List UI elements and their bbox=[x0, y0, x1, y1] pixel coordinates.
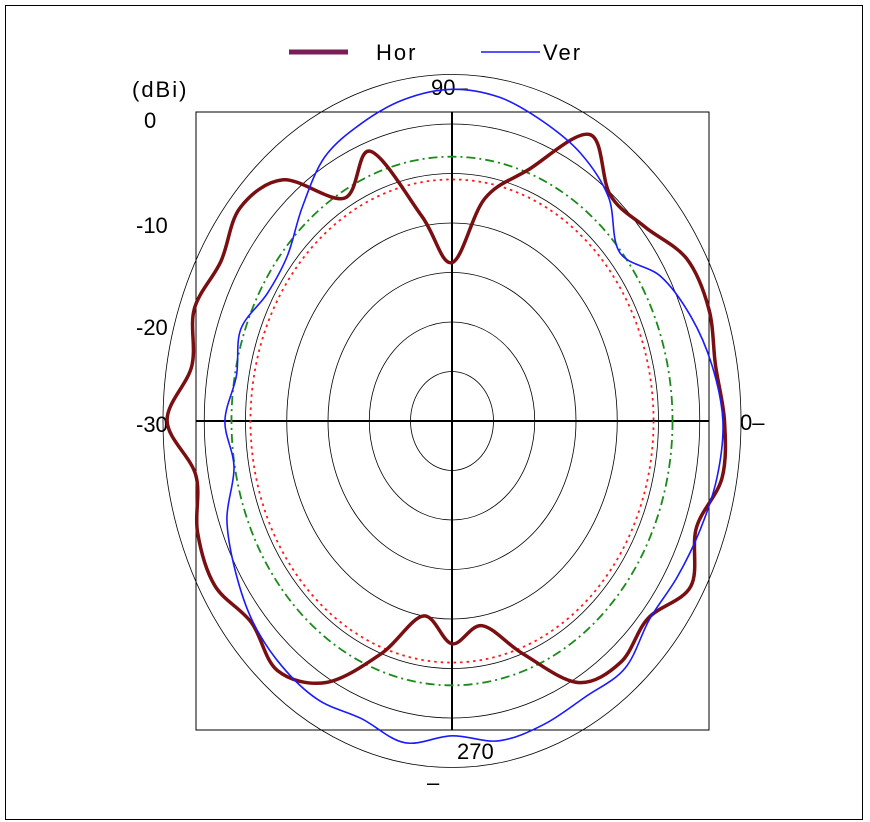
series-layer bbox=[165, 88, 728, 745]
reference-circle-dotted bbox=[249, 178, 655, 664]
grid-ring bbox=[162, 74, 742, 768]
angle-label-270-mark: – bbox=[427, 770, 440, 795]
angle-label-270: 270 bbox=[457, 739, 494, 764]
legend-label-hor: Hor bbox=[376, 40, 417, 65]
radial-tick-label: 0 bbox=[144, 108, 156, 133]
angle-label-90: 90– bbox=[431, 75, 468, 100]
angle-label-0: 0– bbox=[740, 410, 765, 435]
radial-tick-label: -20 bbox=[136, 315, 168, 340]
unit-label: (dBi) bbox=[132, 77, 188, 102]
series-line-hor bbox=[165, 132, 728, 685]
series-line-ver bbox=[224, 88, 724, 745]
legend-label-ver: Ver bbox=[543, 40, 582, 65]
legend: Hor Ver bbox=[289, 40, 582, 65]
radial-tick-label: -10 bbox=[136, 213, 168, 238]
chart-frame bbox=[5, 5, 863, 820]
radial-tick-label: -30 bbox=[136, 412, 168, 437]
reference-circle-dash-dot bbox=[230, 155, 674, 687]
reference-circles bbox=[230, 155, 674, 687]
radial-tick-labels: 0 -10 -20 -30 bbox=[136, 108, 168, 437]
